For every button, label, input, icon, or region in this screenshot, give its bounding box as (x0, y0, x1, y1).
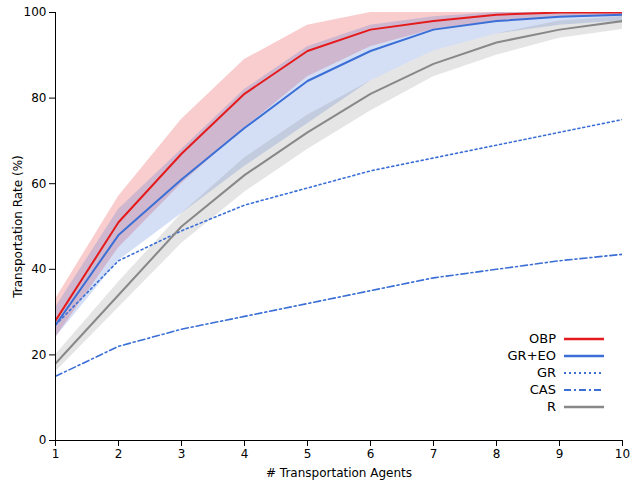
svg-text:8: 8 (493, 447, 501, 461)
svg-text:4: 4 (241, 447, 249, 461)
svg-text:100: 100 (24, 5, 47, 19)
svg-text:20: 20 (31, 348, 46, 362)
svg-text:40: 40 (31, 262, 46, 276)
html-text:OBP: OBP (529, 331, 556, 346)
svg-text:0: 0 (39, 433, 47, 447)
svg-text:3: 3 (178, 447, 186, 461)
svg-text:7: 7 (430, 447, 438, 461)
svg-text:80: 80 (31, 91, 46, 105)
svg-text:# Transportation Agents: # Transportation Agents (266, 466, 412, 480)
svg-text:60: 60 (31, 177, 46, 191)
svg-text:10: 10 (615, 447, 630, 461)
html-text:GR: GR (536, 365, 556, 380)
svg-text:Transportation Rate (%): Transportation Rate (%) (11, 155, 25, 299)
svg-text:6: 6 (367, 447, 375, 461)
svg-text:9: 9 (556, 447, 564, 461)
svg-text:2: 2 (115, 447, 123, 461)
html-text:CAS: CAS (529, 382, 556, 397)
svg-text:1: 1 (52, 447, 60, 461)
svg-text:5: 5 (304, 447, 312, 461)
html-text:GR+EO: GR+EO (507, 348, 556, 363)
html-text:R: R (547, 399, 556, 414)
